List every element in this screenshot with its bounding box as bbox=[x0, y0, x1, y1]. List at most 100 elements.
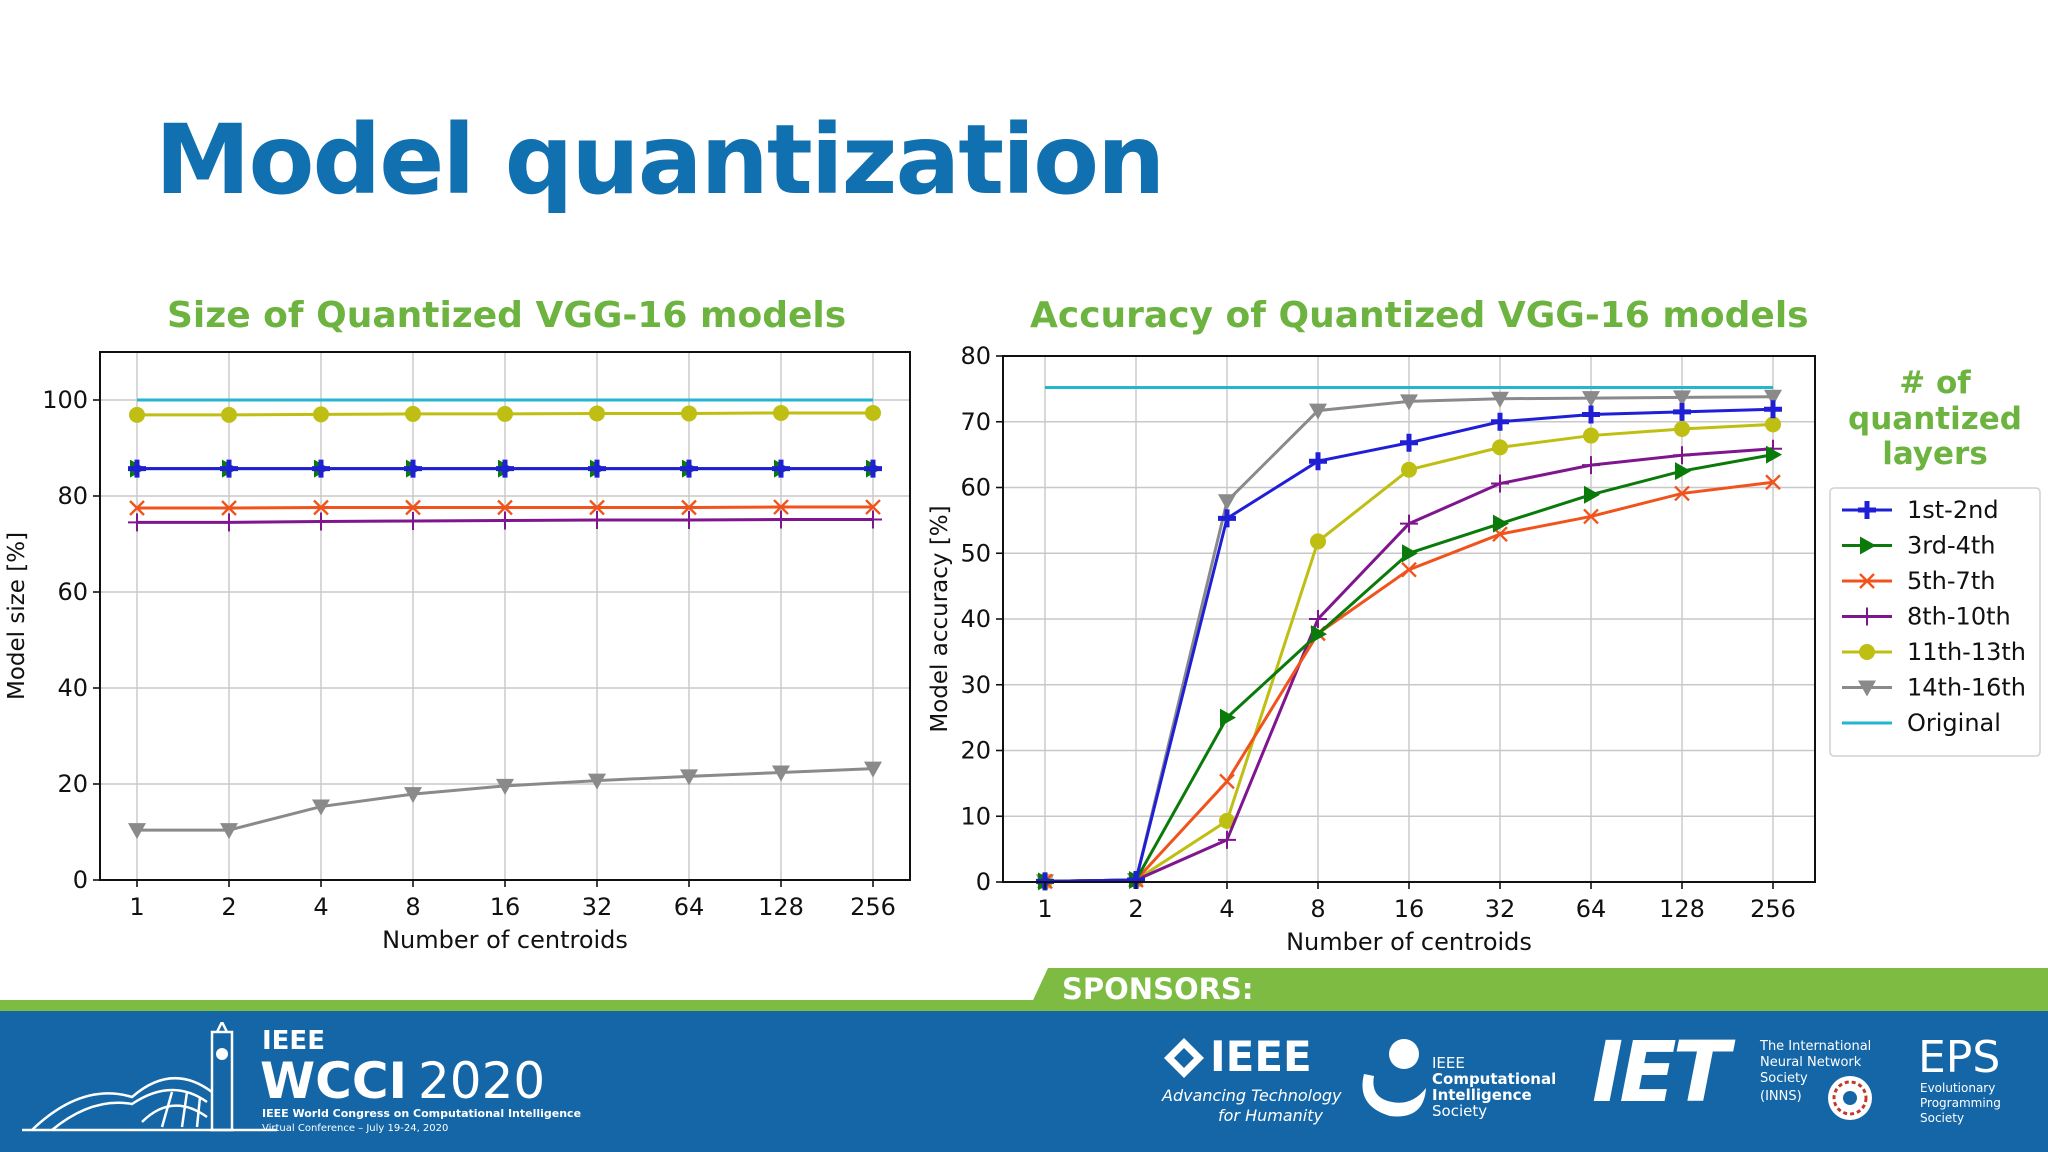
wcci-skyline-logo bbox=[22, 1022, 277, 1132]
y-tick-label: 0 bbox=[976, 868, 991, 896]
tower-clock-icon bbox=[216, 1048, 228, 1060]
data-point bbox=[312, 799, 330, 816]
eps-line2: Programming bbox=[1920, 1096, 2001, 1110]
x-tick-label: 8 bbox=[405, 893, 420, 921]
data-point bbox=[497, 405, 513, 422]
data-point bbox=[1218, 494, 1236, 511]
data-point bbox=[864, 459, 882, 478]
data-point bbox=[1401, 461, 1417, 478]
data-point bbox=[497, 499, 513, 516]
data-point bbox=[589, 405, 605, 422]
y-tick-label: 20 bbox=[960, 737, 991, 765]
x-axis-label: Number of centroids bbox=[1286, 928, 1532, 956]
x-tick-label: 128 bbox=[758, 893, 804, 921]
data-point bbox=[1219, 812, 1235, 829]
x-tick-label: 1 bbox=[129, 893, 144, 921]
legend-entry-label: 5th-7th bbox=[1907, 567, 1995, 595]
legend-title-line: layers bbox=[1882, 436, 1988, 473]
size-chart-title: Size of Quantized VGG-16 models bbox=[167, 295, 847, 336]
legend-swatch-marker bbox=[1858, 607, 1876, 626]
eps-line1: Evolutionary bbox=[1920, 1081, 1996, 1095]
sponsor-tab bbox=[1028, 968, 2048, 1011]
data-point bbox=[1673, 446, 1691, 465]
eps-line3: Society bbox=[1920, 1111, 1965, 1125]
data-point bbox=[1402, 544, 1418, 563]
legend-entry-label: 11th-13th bbox=[1907, 638, 2026, 666]
y-tick-label: 40 bbox=[960, 605, 991, 633]
legend-swatch-marker bbox=[1859, 644, 1875, 660]
data-point bbox=[313, 406, 329, 423]
data-point bbox=[1220, 708, 1236, 727]
x-tick-label: 256 bbox=[850, 893, 896, 921]
iet-logo: IET bbox=[1592, 1023, 1730, 1121]
y-tick-label: 40 bbox=[57, 674, 88, 702]
data-point bbox=[1400, 394, 1418, 411]
data-point bbox=[1766, 445, 1782, 464]
sponsors-label: SPONSORS: bbox=[1062, 972, 1254, 1006]
y-tick-label: 80 bbox=[57, 482, 88, 510]
y-tick-label: 0 bbox=[73, 866, 88, 894]
x-tick-label: 32 bbox=[582, 893, 613, 921]
data-point bbox=[864, 510, 882, 529]
data-point bbox=[680, 459, 698, 478]
data-point bbox=[1582, 405, 1600, 424]
data-point bbox=[1400, 433, 1418, 452]
data-point bbox=[1673, 390, 1691, 407]
data-point bbox=[1492, 439, 1508, 456]
y-tick-label: 20 bbox=[57, 770, 88, 798]
data-point bbox=[1491, 412, 1509, 431]
data-point bbox=[589, 499, 605, 516]
data-point bbox=[1765, 416, 1781, 433]
data-point bbox=[404, 787, 422, 804]
cis-line1: IEEE bbox=[1432, 1054, 1465, 1072]
x-tick-label: 256 bbox=[1750, 895, 1796, 923]
data-point bbox=[405, 499, 421, 516]
data-point bbox=[128, 459, 146, 478]
data-point bbox=[129, 500, 145, 516]
x-tick-label: 2 bbox=[1128, 895, 1143, 923]
conference-subline: Virtual Conference – July 19-24, 2020 bbox=[262, 1123, 449, 1134]
data-point bbox=[312, 512, 330, 531]
data-point bbox=[1309, 403, 1327, 420]
data-point bbox=[1583, 508, 1599, 525]
data-point bbox=[588, 511, 606, 529]
legend-title-line: quantized bbox=[1848, 400, 2022, 437]
legend-entry-label: Original bbox=[1907, 709, 2001, 737]
eps-logo: EPS bbox=[1918, 1032, 2001, 1083]
x-tick-label: 16 bbox=[490, 893, 521, 921]
data-point bbox=[772, 459, 790, 478]
inns-globe-icon bbox=[1828, 1076, 1872, 1120]
data-point bbox=[1491, 391, 1509, 408]
x-tick-label: 128 bbox=[1659, 895, 1705, 923]
data-point bbox=[1582, 391, 1600, 408]
page-title: Model quantization bbox=[155, 104, 1165, 216]
x-axis-label: Number of centroids bbox=[382, 926, 628, 954]
x-tick-label: 16 bbox=[1394, 895, 1425, 923]
legend-swatch-marker bbox=[1859, 573, 1875, 589]
data-point bbox=[220, 459, 238, 478]
data-point bbox=[772, 510, 790, 529]
y-tick-label: 80 bbox=[960, 342, 991, 370]
data-point bbox=[128, 513, 146, 532]
legend-entry-label: 1st-2nd bbox=[1907, 496, 1999, 524]
data-point bbox=[681, 499, 697, 516]
y-tick-label: 70 bbox=[960, 408, 991, 436]
data-point bbox=[405, 405, 421, 422]
data-point bbox=[680, 769, 698, 786]
data-point bbox=[865, 404, 881, 421]
data-point bbox=[1219, 773, 1235, 790]
data-point bbox=[1765, 474, 1781, 491]
data-point bbox=[772, 765, 790, 782]
data-point bbox=[1493, 514, 1509, 533]
data-point bbox=[1584, 485, 1600, 504]
x-tick-label: 32 bbox=[1485, 895, 1516, 923]
conference-full-name: IEEE World Congress on Computational Int… bbox=[262, 1107, 582, 1120]
x-tick-label: 4 bbox=[313, 893, 328, 921]
data-point bbox=[1674, 420, 1690, 437]
y-tick-label: 60 bbox=[57, 578, 88, 606]
x-tick-label: 64 bbox=[674, 893, 705, 921]
data-point bbox=[496, 778, 514, 795]
data-point bbox=[588, 773, 606, 790]
